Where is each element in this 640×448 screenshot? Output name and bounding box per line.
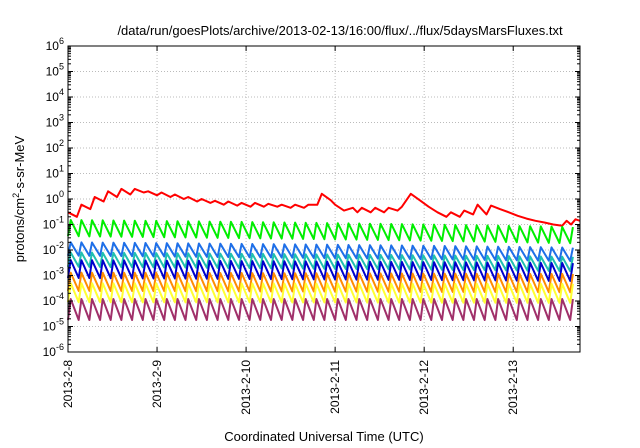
y-axis-label: protons/cm2-s-sr-MeV	[11, 135, 27, 262]
y-tick-label: 10-6	[43, 342, 64, 359]
series-line	[67, 251, 574, 273]
y-tick-label: 101	[46, 164, 64, 181]
x-axis-label: Coordinated Universal Time (UTC)	[224, 429, 423, 444]
series-line	[67, 241, 574, 262]
x-tick-label: 2013-2-8	[61, 360, 75, 408]
x-tick-label: 2013-2-9	[150, 360, 164, 408]
y-tick-label: 102	[46, 138, 64, 155]
y-tick-label: 104	[46, 87, 64, 104]
y-tick-label: 105	[46, 62, 64, 79]
x-tick-label: 2013-2-11	[328, 360, 342, 414]
series-line	[67, 259, 574, 282]
x-tick-label: 2013-2-10	[239, 360, 253, 415]
x-tick-label: 2013-2-13	[506, 360, 520, 415]
series-line	[67, 187, 581, 227]
y-tick-label: 10-1	[43, 215, 64, 232]
x-tick-label: 2013-2-12	[417, 360, 431, 415]
y-tick-label: 100	[46, 189, 64, 206]
series-line	[67, 282, 574, 304]
y-tick-label: 10-5	[43, 317, 64, 334]
y-axis: 106 105 104 103 102 101 100 10-1 10-2 10-3 10-4 10-…	[43, 36, 580, 359]
y-tick-label: 106	[46, 36, 64, 53]
series-line	[67, 219, 574, 245]
series-line	[67, 271, 574, 294]
y-tick-label: 10-3	[43, 266, 64, 283]
chart-title: /data/run/goesPlots/archive/2013-02-13/1…	[117, 23, 563, 38]
series-layer	[67, 187, 581, 321]
y-tick-label: 10-4	[43, 291, 64, 308]
y-tick-label: 103	[46, 113, 64, 130]
y-tick-label: 10-2	[43, 240, 64, 257]
x-axis: 2013-2-8 2013-2-9 2013-2-10 2013-2-11 2013-2…	[61, 46, 520, 415]
series-line	[67, 298, 574, 321]
